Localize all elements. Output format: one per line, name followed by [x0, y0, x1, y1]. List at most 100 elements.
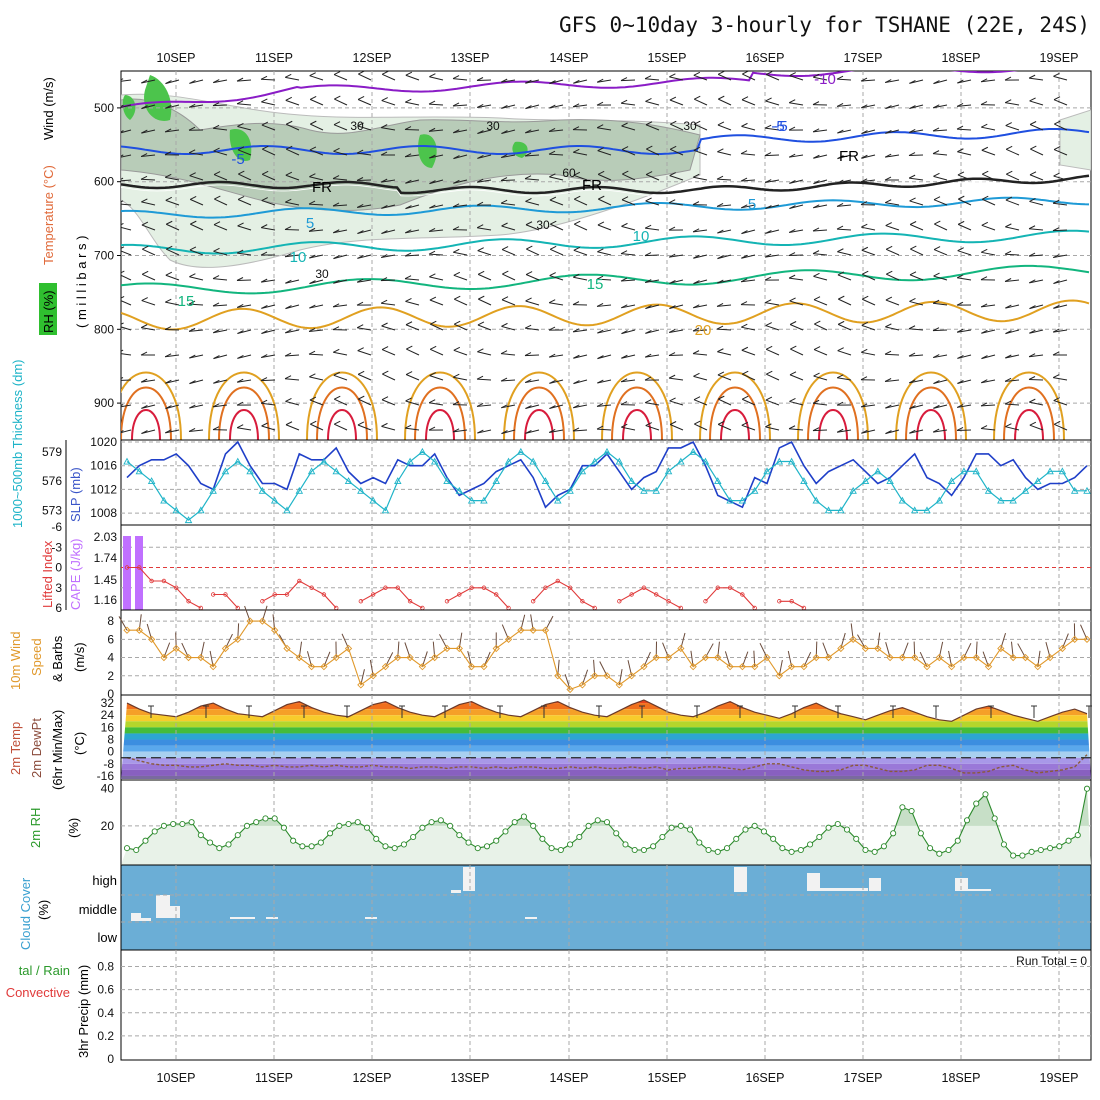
wind-barb	[813, 299, 828, 306]
wind-barb-flag	[525, 271, 533, 275]
wind-barb-flag	[765, 423, 772, 428]
wind-barb	[213, 127, 228, 131]
wind-barb-flag	[309, 146, 317, 151]
thickness-marker	[910, 506, 919, 514]
wind-barb-flag	[620, 77, 628, 82]
wind-barb-flag	[645, 305, 652, 309]
wind-barb	[358, 73, 372, 81]
wind-barb	[861, 104, 876, 109]
rh-tick-label: 40	[101, 782, 115, 796]
wind-barb-flag	[620, 378, 628, 383]
lifted-index-marker	[666, 599, 671, 604]
wind-barb-flag	[740, 177, 748, 182]
wind-barb-flag	[1053, 172, 1060, 177]
wind-barb	[165, 176, 180, 181]
wind-barb	[910, 248, 924, 256]
wind-speed-line	[127, 620, 1087, 691]
wind-barb-flag	[860, 376, 868, 381]
wind-barb	[524, 354, 540, 357]
wind-barb-flag	[789, 72, 796, 77]
upper-axis-labels: RH (%) Temperature (°C) Wind (m/s) ( m i…	[39, 77, 89, 335]
wind-barb-flag	[909, 429, 916, 434]
wind-barb-flag	[956, 102, 964, 107]
rh-marker	[751, 822, 758, 829]
wind-barb-flag	[188, 149, 196, 154]
wind-barb	[525, 178, 540, 181]
thickness-marker	[874, 467, 882, 475]
wind-barb-flag	[812, 227, 820, 232]
wind-barb-flag	[501, 404, 508, 409]
temp-tick-label: 8	[107, 733, 114, 747]
wind-barb	[333, 279, 348, 284]
wind-speed-marker	[431, 653, 439, 662]
wind-barb	[958, 198, 972, 206]
wind-barb	[549, 379, 564, 384]
wind-barb-flag	[933, 404, 940, 409]
wind-barb-flag	[861, 321, 869, 326]
wind-barb-flag	[189, 354, 196, 359]
lifted-index-label: Lifted Index	[40, 540, 55, 608]
wind-barb	[525, 129, 540, 134]
wind-barb-flag	[428, 228, 436, 232]
wind-barb	[837, 129, 852, 134]
wind-barb-flag	[982, 195, 989, 200]
wind-barb-flag	[980, 402, 988, 407]
wind-barb-flag	[860, 77, 868, 82]
wind-barb	[430, 323, 444, 331]
wind-barb-flag	[333, 229, 340, 234]
cloud-bar	[230, 917, 255, 919]
contour-10	[121, 229, 1090, 255]
wind-barb-flag	[549, 104, 556, 109]
wind-barb-flag	[1029, 305, 1036, 310]
wind-speed-marker	[381, 663, 390, 671]
lifted-index-tick-label: -6	[51, 520, 62, 534]
wind-barb	[429, 76, 444, 81]
wind-barb	[1053, 175, 1068, 181]
wind-barb	[189, 276, 204, 281]
wind-barb-flag	[742, 71, 749, 75]
wind-speed-marker	[1009, 653, 1017, 662]
wind-barb	[957, 250, 972, 256]
thickness-marker	[492, 477, 500, 485]
wind-barb-flag	[525, 105, 532, 110]
wind-barb	[621, 149, 636, 156]
wind-barb-flag	[121, 377, 124, 380]
millibars-label: ( m i l l i b a r s )	[74, 236, 89, 328]
thickness-marker	[701, 457, 710, 465]
thickness-marker	[455, 486, 464, 494]
wind-barb	[405, 400, 420, 406]
contour-label: 20	[695, 322, 712, 339]
wind-barb	[453, 179, 468, 184]
wind-barb-flag	[429, 204, 436, 209]
wind-barb	[933, 249, 948, 256]
rh-marker	[382, 843, 389, 850]
wind-barb-flag	[909, 79, 916, 84]
wind-barb	[812, 429, 828, 432]
wind-barb-flag	[909, 197, 916, 202]
wind-barb	[121, 129, 132, 134]
cloud-bar	[807, 873, 820, 891]
rh-marker	[345, 820, 352, 828]
rh-marker	[207, 839, 214, 846]
wind-barb	[693, 176, 708, 181]
rh-marker	[723, 845, 731, 852]
wind-speed-marker	[775, 672, 783, 680]
wind-barb-flag	[477, 429, 484, 434]
wind-barb	[837, 251, 852, 256]
wind-barb-flag	[189, 273, 196, 278]
wind-barb-flag	[932, 299, 940, 304]
rh-marker	[834, 820, 841, 828]
cloud-tick-label: high	[92, 873, 117, 888]
wind-barb-flag	[140, 351, 148, 356]
wind-barb	[1005, 226, 1020, 231]
wind-barb-flag	[932, 150, 940, 155]
wind-barb-flag	[165, 104, 172, 109]
wind-barb-flag	[309, 396, 317, 401]
wind-barb	[261, 227, 276, 231]
thickness-marker	[972, 467, 980, 475]
temp-unit-label: (°C)	[72, 732, 87, 755]
contour-label: 10	[633, 228, 650, 245]
contour-5	[121, 196, 1090, 219]
wind-barb	[261, 402, 276, 406]
